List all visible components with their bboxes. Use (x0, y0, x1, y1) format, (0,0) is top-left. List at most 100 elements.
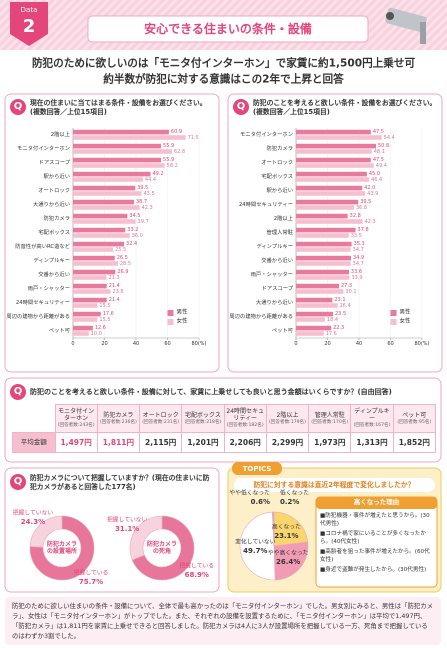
amount-cell: 1,811円 (96, 432, 141, 453)
legend-swatch (167, 310, 174, 316)
value-label: 54.4 (383, 134, 395, 141)
slice (129, 515, 163, 561)
category-label: 雨戸・シャッター (27, 285, 70, 292)
category-label: ペット可 (48, 327, 70, 334)
question-text: 防犯のことを考えると欲しい条件・設備をお選びください。(複数回答／上位15項目) (253, 99, 437, 116)
bar (73, 247, 114, 252)
column-name: 防犯カメラ (103, 411, 134, 419)
category-label: ディンプルキー (33, 257, 70, 264)
column-respondents: (回答者数:236名) (99, 419, 137, 425)
category-label: 駅から近い (266, 187, 294, 194)
value-label: 43.5 (143, 190, 155, 197)
category-label: 周辺の建物から距離がある (6, 313, 70, 320)
value-label: 33.5 (350, 232, 362, 239)
value-label: 27.3 (340, 283, 353, 290)
amount: 1,201円 (187, 438, 219, 447)
slice-value: 24.3% (20, 517, 46, 526)
question-badge (10, 99, 26, 115)
donut-title: 防犯カメラの死角 (146, 540, 177, 555)
headline: 約半数が防犯に対する意識はこの2年で上昇と回答 (103, 73, 344, 86)
bar (296, 289, 344, 294)
slice-label: 把握していない (12, 510, 54, 517)
bar (296, 227, 356, 233)
value-label: 42.3 (141, 204, 153, 211)
question-text: 防犯のことを考えると欲しい条件・設備に対して、家賃に上乗せしても良いと思う金額は… (30, 388, 392, 396)
question-mark: Q (13, 476, 23, 487)
category-label: 大通りから近い (32, 201, 70, 208)
value-label: 22.3 (333, 325, 345, 332)
bar (296, 143, 377, 149)
bar (296, 247, 351, 252)
legend-label: 女性 (399, 318, 411, 325)
category-label: 24時間セキュリティー (238, 201, 293, 208)
donut-title: 防犯カメラの設置場所 (46, 540, 77, 555)
amount: 1,313円 (356, 438, 388, 447)
value-label: 10.0 (90, 330, 102, 337)
category-label: ペット可 (271, 327, 293, 334)
slice (29, 515, 95, 581)
value-label: 49.2 (152, 171, 164, 178)
slice-label: 把握していない (106, 517, 148, 524)
column-header: 管理人常駐 (回答者数:170名) (308, 404, 352, 433)
bar (296, 261, 351, 266)
question-badge (10, 474, 26, 490)
bar (73, 275, 107, 280)
column-respondents: (回答者数:167名) (353, 423, 391, 428)
category-label: 防犯カメラ (266, 145, 294, 152)
bar (296, 241, 352, 247)
bar (296, 283, 339, 289)
column-header: ペット可 (回答者数:95名) (392, 404, 437, 433)
x-tick-label: 40 (132, 341, 140, 347)
question-mark: Q (13, 386, 23, 397)
value-label: 50.8 (378, 143, 390, 150)
value-label: 55.9 (163, 157, 175, 164)
amount-cell: 1,201円 (181, 432, 225, 453)
bar (296, 185, 363, 191)
value-label: 21.4 (108, 283, 120, 290)
slice (273, 511, 309, 547)
category-label: 駅から近い (43, 173, 71, 180)
price-table: モニタ付インターホン (回答者数:243名) 防犯カメラ (回答者数:236名) オート… (12, 404, 437, 453)
slice-value: 49.7% (243, 546, 268, 555)
category-label: 2階以上 (50, 131, 70, 138)
bar (296, 297, 333, 303)
table-corner (13, 405, 56, 433)
bar (73, 219, 136, 224)
topics-title: 防犯に対する意識は直近2年程度で変化しましたか？ (253, 480, 415, 489)
bar (296, 325, 332, 331)
amount-cell: 1,973円 (308, 432, 352, 453)
reasons-header (316, 497, 437, 509)
slice-label: 高くなった (271, 524, 301, 531)
category-label: ドアスコープ (261, 285, 293, 292)
bar (296, 171, 367, 177)
bar (73, 317, 98, 322)
bar (73, 191, 142, 196)
value-label: 15.5 (99, 302, 111, 309)
category-label: モニタ付インターホン (240, 131, 293, 138)
bar (73, 255, 115, 261)
value-label: 33.2 (127, 227, 139, 234)
amount-cell: 2,299円 (265, 432, 310, 453)
panel (227, 93, 443, 373)
value-label: 33.9 (351, 274, 363, 281)
category-label: 防音性が高いRC造など (15, 243, 70, 250)
column-header: ディンプルキー (回答者数:167名) (350, 404, 394, 433)
value-label: 37.8 (357, 227, 369, 234)
bar (296, 135, 382, 140)
value-label: 39.7 (137, 218, 149, 225)
category-label: 宅配ボックス (38, 229, 70, 236)
legend-swatch (390, 310, 397, 316)
value-label: 28.5 (119, 260, 132, 267)
value-label: 47.5 (372, 157, 384, 164)
amount: 1,973円 (314, 438, 346, 447)
bar (73, 143, 162, 149)
value-label: 45.0 (368, 171, 381, 178)
bar (296, 129, 371, 135)
legend-swatch (167, 319, 174, 325)
bar (73, 149, 172, 154)
row-header: 平均金額 (12, 432, 56, 453)
column-name: 宅配ボックス (185, 411, 221, 419)
value-label: 42.3 (364, 218, 376, 225)
bar (296, 269, 349, 275)
amount: 2,206円 (229, 438, 261, 447)
